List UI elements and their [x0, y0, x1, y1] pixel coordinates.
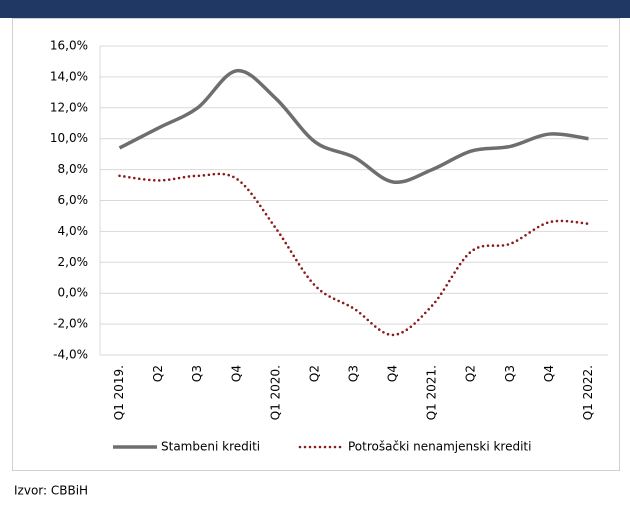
series-line [118, 68, 589, 184]
x-tick-label: Q1 2019. [112, 365, 126, 420]
x-tick-label: Q2 [464, 365, 478, 382]
x-tick-label: Q3 [503, 365, 517, 382]
x-tick-label: Q4 [229, 365, 243, 382]
series-line [118, 172, 590, 337]
header-band [0, 0, 630, 18]
y-tick-label: 0,0% [58, 286, 89, 300]
legend-label: Stambeni krediti [161, 440, 260, 454]
chart-frame [12, 18, 620, 471]
y-tick-label: 4,0% [58, 224, 89, 238]
x-tick-label: Q4 [386, 365, 400, 382]
y-tick-label: 12,0% [50, 100, 88, 114]
y-tick-label: 10,0% [50, 131, 88, 145]
y-tick-label: 2,0% [58, 255, 89, 269]
x-tick-label: Q1 2022. [581, 365, 595, 420]
y-tick-label: 14,0% [50, 69, 88, 83]
y-tick-label: 6,0% [58, 193, 89, 207]
source: Izvor: CBBiH [14, 484, 88, 498]
x-tick-label: Q3 [347, 365, 361, 382]
y-tick-label: -2,0% [53, 317, 88, 331]
y-tick-label: 8,0% [58, 162, 89, 176]
x-tick-label: Q2 [151, 365, 165, 382]
y-tick-label: 16,0% [50, 39, 88, 53]
x-tick-label: Q1 2021. [425, 365, 439, 420]
x-tick-label: Q2 [307, 365, 321, 382]
y-tick-label: -4,0% [53, 348, 88, 362]
x-tick-label: Q3 [190, 365, 204, 382]
x-tick-label: Q1 2020. [268, 365, 282, 420]
legend-label: Potrošački nenamjenski krediti [348, 440, 531, 454]
x-tick-label: Q4 [542, 365, 556, 382]
